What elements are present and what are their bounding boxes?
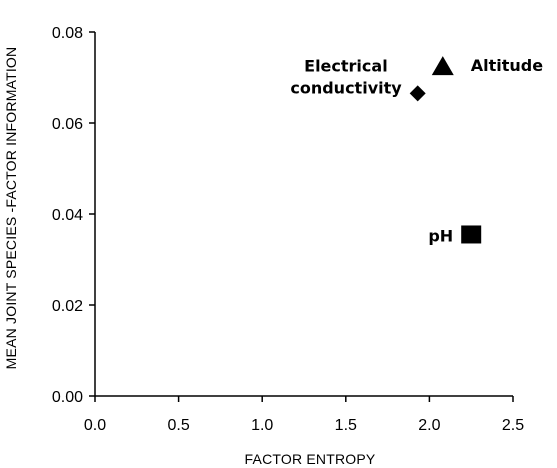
- point-electrical-conductivity: [409, 85, 426, 102]
- y-tick-label: 0.06: [52, 116, 83, 133]
- x-axis-title: FACTOR ENTROPY: [245, 451, 376, 467]
- y-axis-title: MEAN JOINT SPECIES -FACTOR INFORMATION: [3, 47, 19, 370]
- point-label-electrical-conductivity: conductivity: [290, 78, 402, 97]
- point-label-altitude: Altitude: [471, 56, 543, 75]
- x-tick-label: 1.0: [251, 417, 273, 434]
- x-tick-label: 2.5: [502, 417, 524, 434]
- point-altitude: [431, 56, 454, 76]
- x-tick-label: 1.5: [335, 417, 357, 434]
- point-label-electrical-conductivity: Electrical: [304, 56, 388, 75]
- x-tick-label: 0.0: [84, 417, 106, 434]
- point-ph: [461, 225, 482, 244]
- x-tick-label: 0.5: [167, 417, 189, 434]
- y-tick-label: 0.02: [52, 298, 83, 315]
- y-tick-label: 0.00: [52, 389, 83, 406]
- x-tick-label: 2.0: [418, 417, 440, 434]
- plot-area: 0.00 0.02 0.04 0.06 0.08 0.0 0.5 1.0 1.5 2.0 2.5 El…: [52, 25, 543, 434]
- point-label-ph: pH: [428, 226, 453, 245]
- y-tick-label: 0.08: [52, 25, 83, 42]
- y-tick-label: 0.04: [52, 207, 83, 224]
